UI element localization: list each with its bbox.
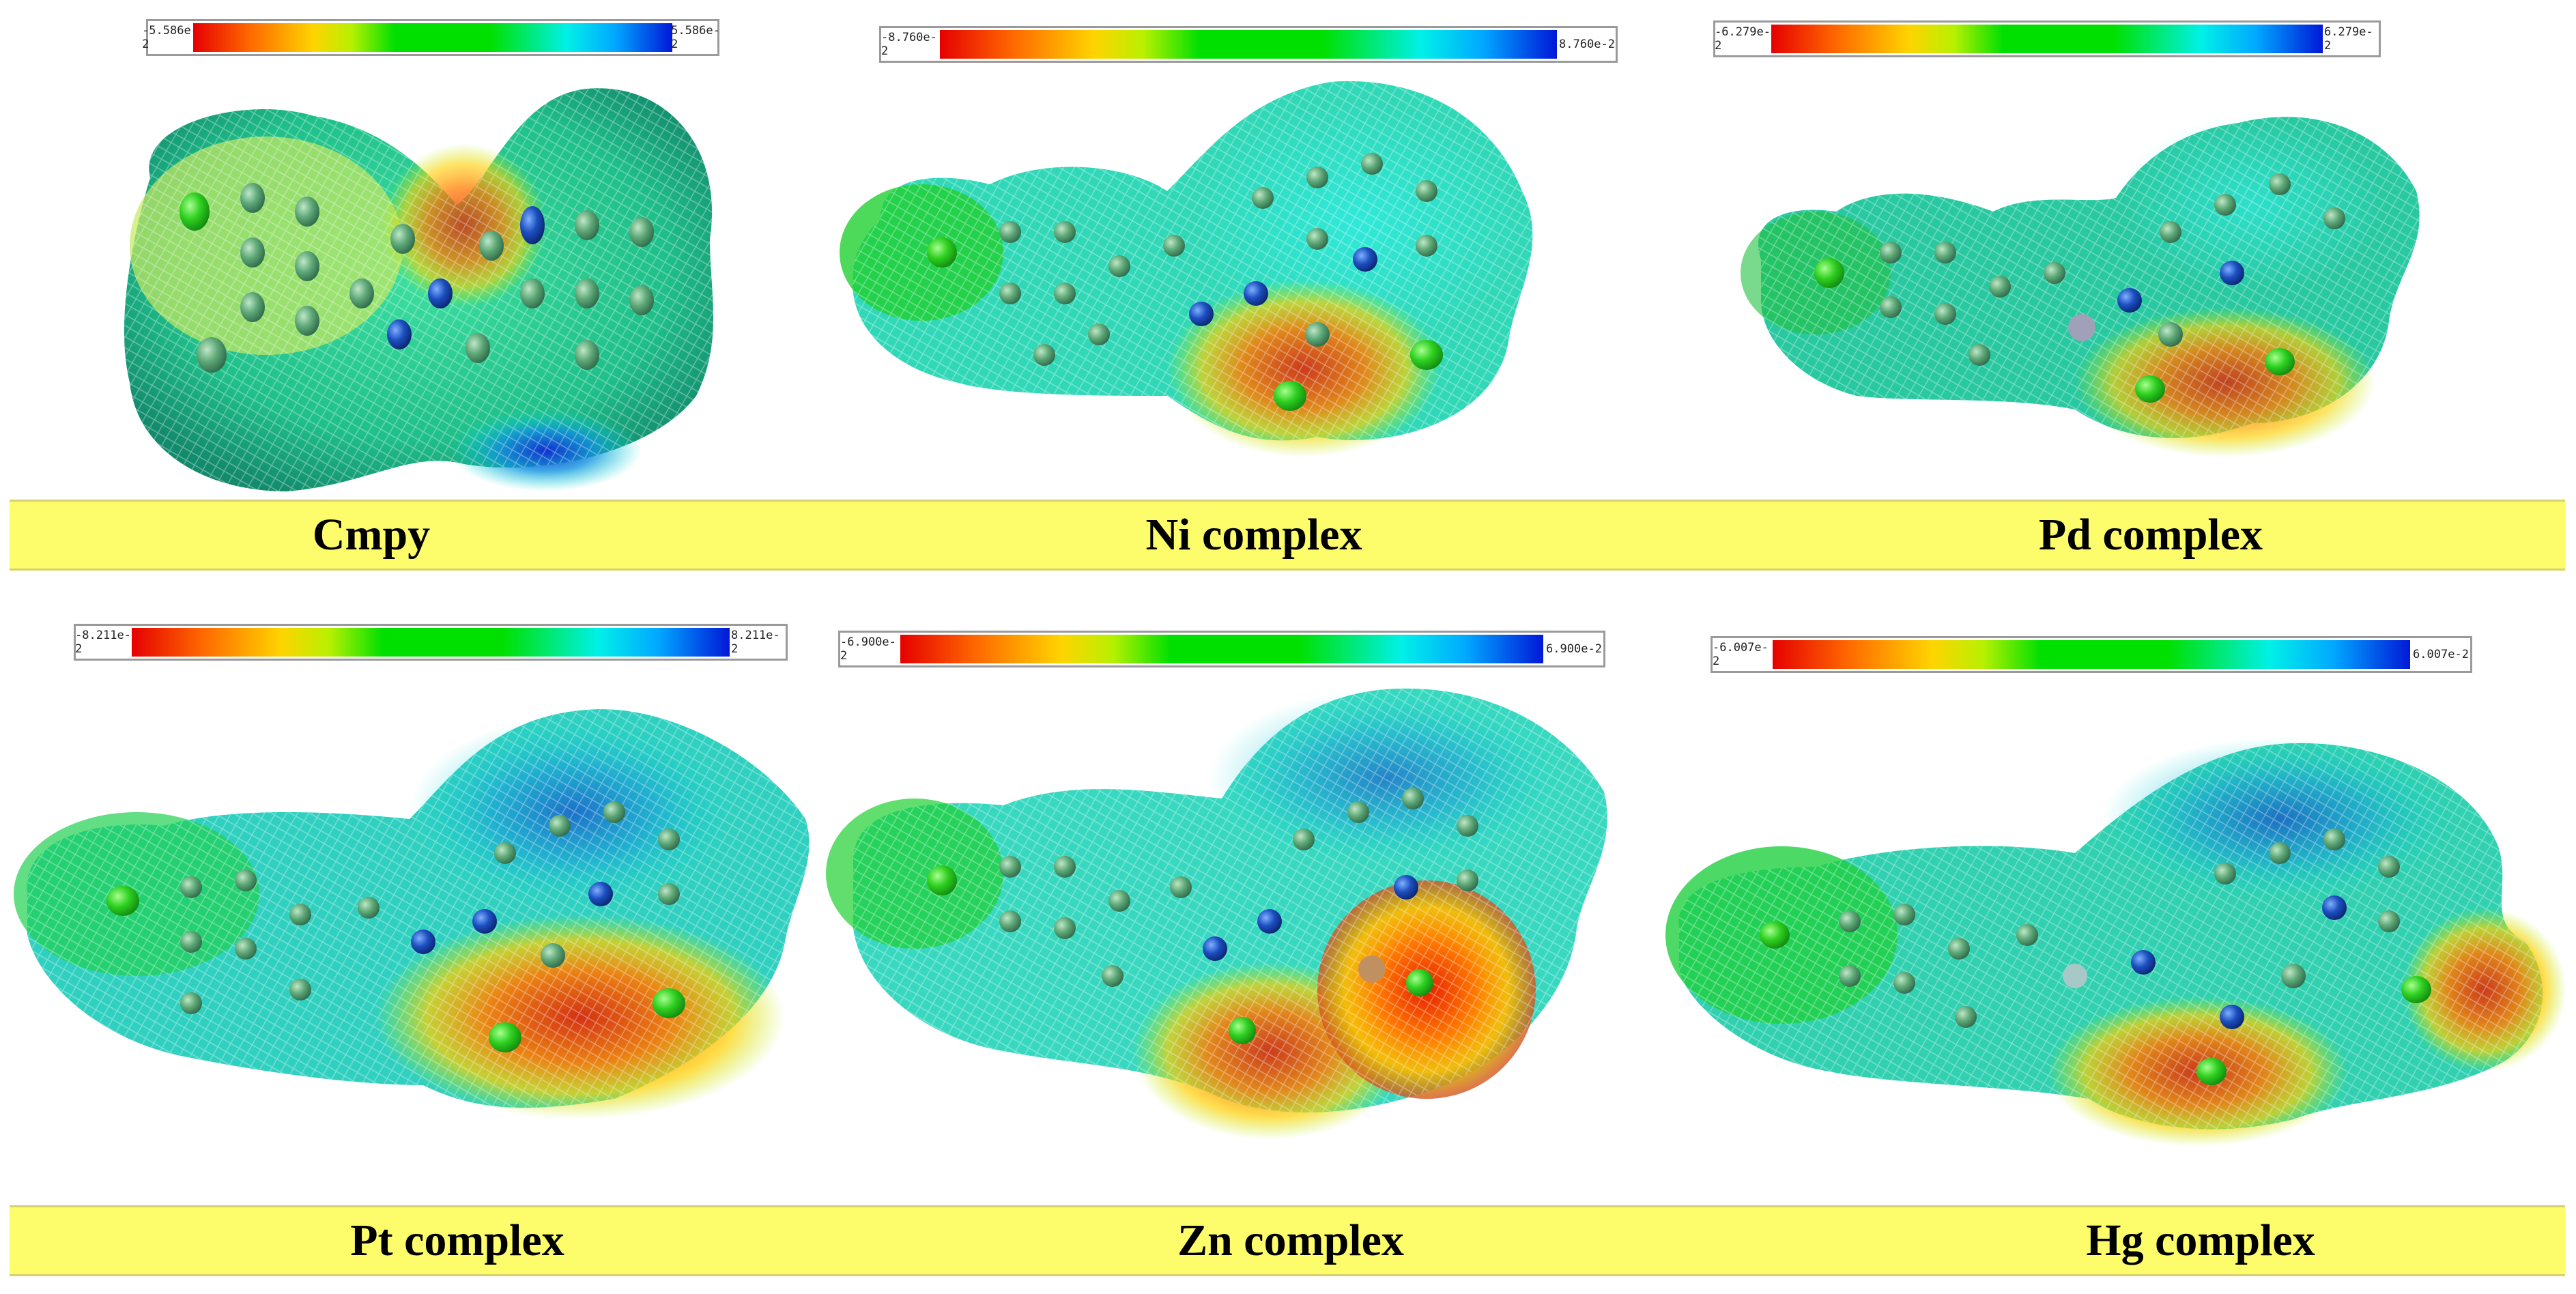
scale-gradient-bar — [1773, 640, 2410, 669]
panel-title-pt: Pt complex — [350, 1216, 564, 1265]
esp-surface-hg — [1665, 737, 2566, 1147]
esp-surface-zn — [826, 688, 1607, 1140]
panel-title-ni: Ni complex — [1145, 510, 1362, 560]
scale-min-label: -5.586e-2 — [142, 21, 198, 54]
esp-surface-pd — [1741, 116, 2420, 457]
scale-max-label: 5.586e-2 — [671, 21, 720, 54]
scale-min-label: -8.211e-2 — [75, 626, 131, 659]
esp-surface-cmpy — [124, 88, 713, 491]
scale-max-label: 8.211e-2 — [731, 626, 786, 659]
scale-max-label: 6.900e-2 — [1545, 633, 1603, 665]
scale-min-label: -6.900e-2 — [840, 633, 899, 665]
scale-gradient-bar — [132, 628, 730, 657]
scale-min-label: -6.007e-2 — [1713, 638, 1771, 671]
color-scale-pd: -6.279e-2 6.279e-2 — [1713, 20, 2381, 57]
scale-max-label: 6.007e-2 — [2412, 638, 2470, 671]
atoms-pd — [1814, 173, 2345, 403]
color-scale-ni: -8.760e-2 8.760e-2 — [879, 26, 1618, 63]
title-band-row-2: Pt complex Zn complex Hg complex — [10, 1205, 2565, 1276]
title-band-row-1: Cmpy Ni complex Pd complex — [10, 500, 2565, 571]
scale-min-label: -6.279e-2 — [1715, 23, 1771, 55]
scale-min-label: -8.760e-2 — [881, 28, 939, 61]
scale-gradient-bar — [900, 635, 1543, 663]
color-scale-hg: -6.007e-2 6.007e-2 — [1711, 636, 2472, 673]
scale-max-label: 6.279e-2 — [2324, 23, 2379, 55]
atoms-ni — [927, 153, 1443, 411]
color-scale-cmpy: -5.586e-2 5.586e-2 — [142, 19, 720, 56]
panel-title-zn: Zn complex — [1177, 1216, 1404, 1265]
color-scale-zn: -6.900e-2 6.900e-2 — [838, 631, 1605, 667]
esp-surface-pt — [14, 709, 810, 1119]
panel-title-cmpy: Cmpy — [312, 510, 431, 560]
scale-max-label: 8.760e-2 — [1558, 28, 1616, 61]
scale-gradient-bar — [940, 30, 1557, 59]
esp-surface-ni — [840, 81, 1533, 457]
color-scale-pt: -8.211e-2 8.211e-2 — [74, 624, 788, 661]
scale-gradient-bar — [193, 23, 672, 52]
atoms-zn — [927, 788, 1478, 1044]
scale-gradient-bar — [1771, 25, 2323, 53]
atoms-pt — [106, 801, 685, 1052]
panel-title-hg: Hg complex — [2086, 1216, 2315, 1265]
atoms-hg — [1760, 829, 2431, 1085]
panel-title-pd: Pd complex — [2038, 510, 2263, 560]
atoms-cmpy — [180, 183, 654, 373]
